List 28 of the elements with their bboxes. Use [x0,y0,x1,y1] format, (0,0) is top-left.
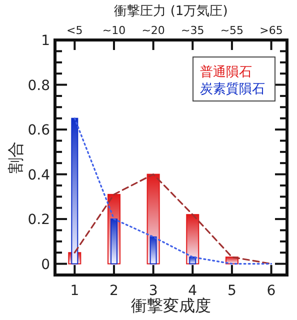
bar [71,118,78,264]
x-tick-label: 6 [266,283,276,299]
annotation: >65 [260,24,283,37]
x-tick-label: 3 [148,283,158,299]
y-tick-label: 0.6 [28,122,50,139]
bar [150,236,157,264]
annotation: ~35 [181,24,204,37]
x-tick-label: 2 [110,283,118,299]
legend: 普通隕石 炭素質隕石 [192,56,276,102]
legend-label: 炭素質隕石 [200,82,265,97]
y-tick-label: 0.8 [28,78,50,94]
x-tick-label: 1 [70,283,80,299]
legend-label: 普通隕石 [200,64,252,80]
bar [110,218,118,264]
bar [189,256,196,264]
x-tick-label: 4 [188,283,198,299]
y-tick-label: 0.2 [28,212,50,228]
x-axis-title: 衝撃変成度 [131,296,211,315]
annotation: ~20 [142,24,165,37]
y-axis-title: 割合 [6,142,25,174]
annotation: <5 [66,24,83,37]
x2-axis-title: 衝撃圧力 (1万気圧) [114,4,228,19]
annotation: ~10 [102,24,126,37]
y-tick-label: 1 [41,33,50,49]
annotation: ~55 [220,24,244,37]
y-tick-label: 0.4 [28,167,50,184]
y-tick-label: 0 [41,256,50,273]
x-tick-label: 5 [227,283,236,299]
